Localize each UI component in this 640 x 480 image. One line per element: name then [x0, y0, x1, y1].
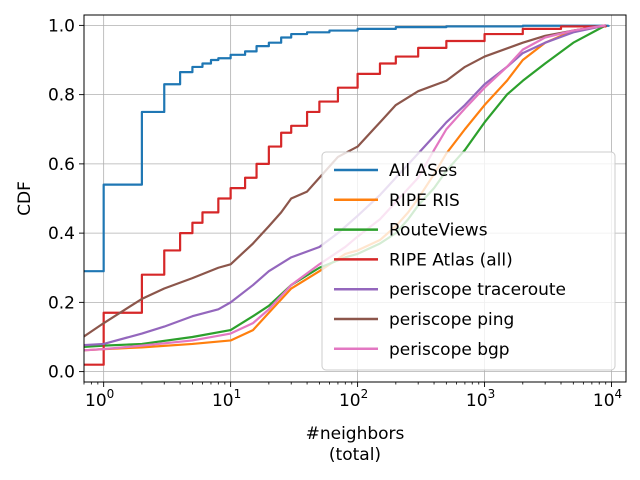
- legend-box: [321, 151, 616, 371]
- y-tick-label: 0.8: [48, 86, 75, 106]
- series-line-ripe-atlas-all: [84, 25, 607, 366]
- y-tick-label: 0.0: [48, 363, 75, 383]
- legend-label: periscope bgp: [389, 340, 510, 360]
- y-axis-label: CDF: [15, 181, 35, 216]
- x-tick-base: 10: [85, 391, 107, 411]
- y-tick-label: 1.0: [48, 16, 75, 36]
- x-tick-label: 102: [339, 387, 368, 411]
- legend: All ASes RIPE RIS RouteViews RIPE Atlas (al…: [321, 151, 616, 371]
- x-tick-base: 10: [466, 391, 488, 411]
- x-axis-label-line2: (total): [329, 445, 381, 465]
- x-tick-exponent: 2: [361, 387, 369, 401]
- x-tick-label: 101: [212, 387, 241, 411]
- y-tick-label: 0.4: [48, 224, 75, 244]
- x-tick-label: 103: [466, 387, 495, 411]
- plot-frame: [83, 14, 627, 383]
- x-tick-base: 10: [593, 391, 615, 411]
- x-tick-exponent: 0: [107, 387, 115, 401]
- x-tick-base: 10: [212, 391, 234, 411]
- y-axis-ticks: 0.0 0.2 0.4 0.6 0.8 1.0: [48, 16, 84, 383]
- y-tick-label: 0.2: [48, 293, 75, 313]
- x-tick-exponent: 1: [234, 387, 242, 401]
- y-tick-label: 0.6: [48, 155, 75, 175]
- x-axis-label: #neighbors: [306, 424, 405, 444]
- legend-label: periscope traceroute: [389, 280, 566, 300]
- x-tick-label: 104: [593, 387, 622, 411]
- legend-label: RIPE Atlas (all): [389, 250, 513, 270]
- x-axis-ticks: 100 101 102 103 104: [83, 382, 622, 411]
- legend-label: All ASes: [389, 161, 457, 181]
- x-tick-exponent: 3: [488, 387, 496, 401]
- x-tick-exponent: 4: [615, 387, 623, 401]
- legend-label: RIPE RIS: [389, 191, 460, 211]
- legend-label: periscope ping: [389, 310, 514, 330]
- legend-label: RouteViews: [389, 221, 488, 241]
- x-tick-base: 10: [339, 391, 361, 411]
- x-tick-label: 100: [85, 387, 114, 411]
- series-line-all-ases: [84, 24, 610, 273]
- series-line-periscope-ping: [84, 24, 606, 338]
